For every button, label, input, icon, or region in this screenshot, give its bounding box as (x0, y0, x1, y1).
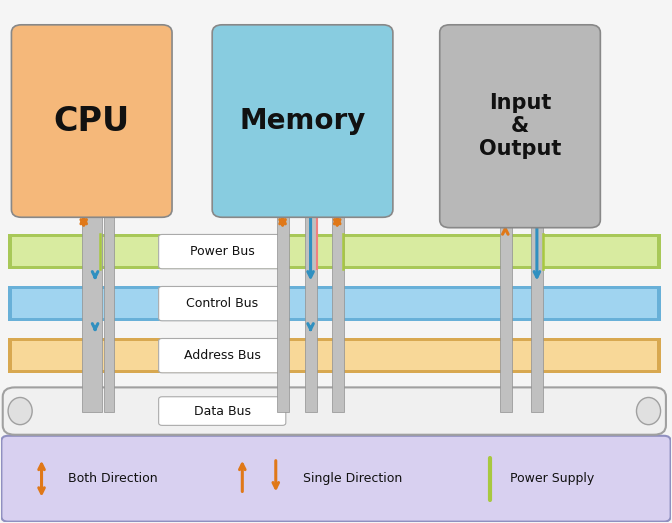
FancyBboxPatch shape (3, 388, 666, 435)
FancyBboxPatch shape (1, 436, 671, 521)
Text: Single Direction: Single Direction (302, 472, 402, 485)
Ellipse shape (8, 397, 32, 425)
Bar (12, 341, 657, 370)
Text: Control Bus: Control Bus (186, 297, 258, 310)
Bar (304, 210, 317, 412)
Bar (12, 237, 657, 266)
Ellipse shape (636, 397, 661, 425)
Bar (531, 220, 543, 412)
FancyBboxPatch shape (159, 397, 286, 425)
FancyBboxPatch shape (212, 25, 393, 217)
Text: Memory: Memory (239, 107, 366, 135)
Text: Power Supply: Power Supply (510, 472, 594, 485)
Bar (82, 210, 101, 412)
Bar (8, 234, 661, 269)
Bar (12, 289, 657, 318)
FancyBboxPatch shape (159, 234, 286, 269)
Bar (103, 210, 114, 412)
Text: Power Bus: Power Bus (190, 245, 255, 258)
FancyBboxPatch shape (11, 25, 172, 217)
Text: Input
&
Output: Input & Output (479, 93, 561, 160)
Bar (278, 210, 289, 412)
Text: CPU: CPU (54, 105, 130, 138)
Bar (332, 210, 344, 412)
Text: Both Direction: Both Direction (69, 472, 158, 485)
Bar (8, 338, 661, 373)
Bar (8, 286, 661, 321)
Text: Address Bus: Address Bus (184, 349, 261, 362)
FancyBboxPatch shape (439, 25, 600, 228)
Text: Data Bus: Data Bus (194, 405, 251, 417)
FancyBboxPatch shape (159, 287, 286, 321)
FancyBboxPatch shape (159, 338, 286, 373)
Bar (500, 220, 512, 412)
